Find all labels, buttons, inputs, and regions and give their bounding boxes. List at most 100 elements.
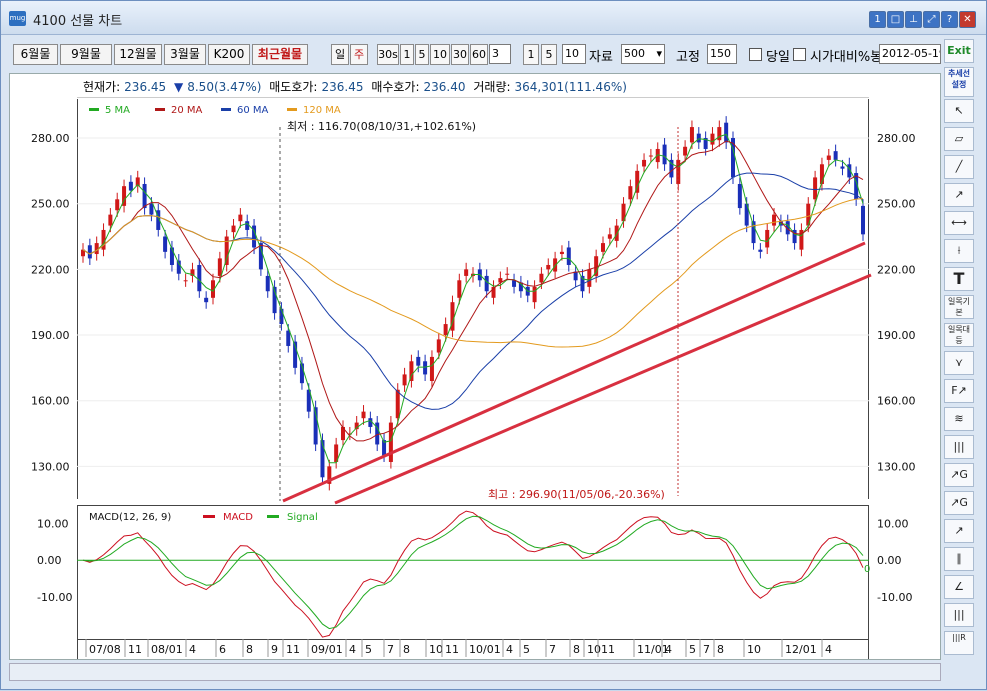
time-vs-checkbox[interactable]	[793, 48, 806, 61]
step-5[interactable]: 5	[541, 44, 557, 65]
day-button[interactable]: 일	[331, 44, 349, 65]
step-1[interactable]: 1	[523, 44, 539, 65]
x-tick-label: 07/08	[89, 643, 121, 656]
quote-bar: 현재가: 236.45 ▼ 8.50(3.47%) 매도호가: 236.45 매수호가…	[77, 76, 869, 98]
candle-body	[737, 183, 742, 209]
interval-5[interactable]: 5	[415, 44, 429, 65]
close-button[interactable]: ✕	[959, 11, 976, 28]
level-icon[interactable]: ≋	[944, 407, 974, 431]
candle-body	[224, 236, 229, 265]
x-tick-label: 5	[689, 643, 696, 656]
interval-30[interactable]: 30	[451, 44, 469, 65]
fixed-input[interactable]: 150	[707, 44, 737, 64]
candle-body	[628, 186, 633, 200]
x-tick-label: 5	[365, 643, 372, 656]
candle-body	[327, 466, 332, 484]
fixed-label: 고정	[676, 50, 700, 65]
y-tick-label-right: 250.00	[877, 198, 916, 211]
legend-label: 20 MA	[171, 105, 203, 116]
candle-body	[423, 361, 428, 375]
candle-body	[108, 214, 113, 226]
y-tick-label-right: 280.00	[877, 132, 916, 145]
x-tick-label: 7	[387, 643, 394, 656]
gann2-icon[interactable]: ↗G	[944, 491, 974, 515]
bars-icon[interactable]: |||	[944, 435, 974, 459]
candle-body	[751, 221, 756, 244]
x-tick-label: 6	[219, 643, 226, 656]
minimize-button[interactable]: □	[887, 11, 904, 28]
tab-k200[interactable]: K200	[208, 44, 250, 65]
ask-label: 매도호가:	[269, 80, 318, 94]
bid-value: 236.40	[423, 80, 466, 94]
candle-body	[826, 155, 831, 160]
data-select[interactable]: 500 ▾	[621, 44, 665, 64]
line-icon[interactable]: ╱	[944, 155, 974, 179]
candle-body	[785, 221, 790, 235]
일목기본[interactable]: 일목기본	[944, 295, 974, 319]
tab-9m[interactable]: 9월물	[60, 44, 112, 65]
fibo-r-icon[interactable]: |||R	[944, 631, 974, 655]
parallel-icon[interactable]: ∥	[944, 547, 974, 571]
chart-scroll-strip[interactable]	[9, 663, 941, 681]
ma5-line	[82, 133, 864, 464]
same-day-checkbox[interactable]	[749, 48, 762, 61]
macd-plot[interactable]	[77, 505, 869, 639]
candle-body	[792, 229, 797, 244]
help-number-button[interactable]: 1	[869, 11, 886, 28]
candle-body	[320, 440, 325, 478]
fan-icon[interactable]: ⋎	[944, 351, 974, 375]
candle-body	[484, 275, 489, 292]
step-input[interactable]: 10	[562, 44, 586, 64]
trend-setting-button[interactable]: 추세선설정	[944, 67, 974, 97]
horizontal-line-icon[interactable]: ⟷	[944, 211, 974, 235]
x-tick-label: 10/01	[469, 643, 501, 656]
tab-recent[interactable]: 최근월물	[252, 44, 308, 65]
signal-legend-label: Signal	[287, 512, 318, 523]
candle-body	[204, 297, 209, 303]
x-tick-label: 7	[703, 643, 710, 656]
date-field[interactable]: 2012-05-19	[879, 44, 941, 64]
candle-body	[388, 422, 393, 462]
chevron-down-icon: ▾	[656, 47, 662, 60]
x-tick-label: 11	[128, 643, 142, 656]
candle-body	[457, 280, 462, 298]
candle-body	[368, 418, 373, 427]
angle-icon[interactable]: ∠	[944, 575, 974, 599]
help-icon[interactable]: ?	[941, 11, 958, 28]
interval-1[interactable]: 1	[400, 44, 414, 65]
week-button[interactable]: 주	[350, 44, 368, 65]
vertical-line-icon[interactable]: ⟊	[944, 239, 974, 263]
x-tick-label: 4	[189, 643, 196, 656]
eraser-icon[interactable]: ▱	[944, 127, 974, 151]
일목대등[interactable]: 일목대등	[944, 323, 974, 347]
fibo-bars-icon[interactable]: |||	[944, 603, 974, 627]
candle-body	[142, 183, 147, 209]
candle-body	[854, 173, 859, 200]
tab-3m[interactable]: 3월물	[164, 44, 206, 65]
interval-10[interactable]: 10	[430, 44, 450, 65]
x-tick-label: 8	[573, 643, 580, 656]
toolbar: 6월물 9월물 12월물 3월물 K200 최근월물 일 주 30s 1 5 1…	[1, 37, 941, 69]
fibo-icon[interactable]: F↗	[944, 379, 974, 403]
candle-body	[286, 330, 291, 346]
gann-icon[interactable]: ↗G	[944, 463, 974, 487]
pin-button[interactable]: ⊥	[905, 11, 922, 28]
ask-value: 236.45	[321, 80, 364, 94]
arrow-icon[interactable]: ↗	[944, 183, 974, 207]
interval-input[interactable]: 3	[489, 44, 511, 64]
cursor-icon[interactable]: ↖	[944, 99, 974, 123]
candle-body	[354, 422, 359, 430]
interval-60[interactable]: 60	[470, 44, 488, 65]
interval-30s[interactable]: 30s	[377, 44, 399, 65]
speed-icon[interactable]: ↗	[944, 519, 974, 543]
maximize-icon[interactable]: ⤢	[923, 11, 940, 28]
tab-12m[interactable]: 12월물	[114, 44, 162, 65]
x-tick-label: 11	[286, 643, 300, 656]
exit-button[interactable]: Exit	[944, 39, 974, 63]
ma20-line	[82, 140, 864, 442]
macd-tick-right: -10.00	[877, 591, 912, 604]
tab-6m[interactable]: 6월물	[13, 44, 58, 65]
candle-body	[293, 341, 298, 368]
text-tool-icon[interactable]: T	[944, 267, 974, 291]
